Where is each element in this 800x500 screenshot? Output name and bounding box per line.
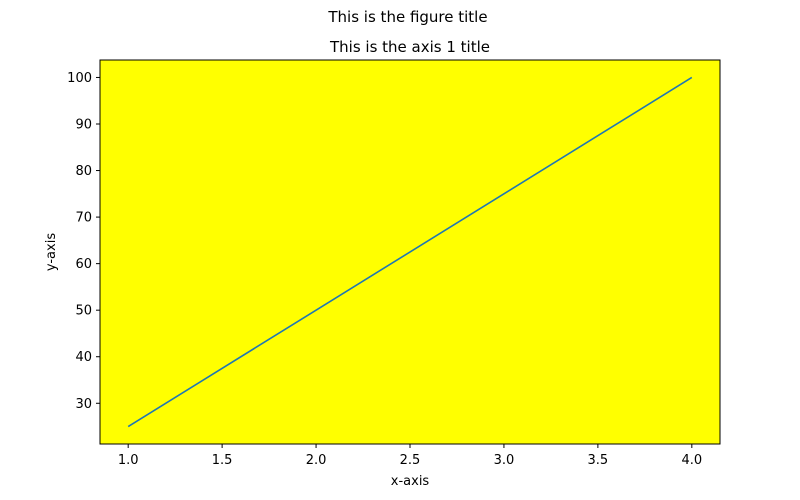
series-line — [127, 76, 693, 428]
y-axis-ticks: 30 40 50 60 70 80 90 100 — [67, 71, 100, 412]
x-tick-label: 3.0 — [494, 453, 515, 468]
x-tick-label: 2.0 — [306, 453, 327, 468]
y-tick-label: 70 — [75, 211, 92, 226]
series-layer — [127, 76, 693, 428]
x-tick-label: 2.5 — [400, 453, 421, 468]
y-tick-label: 100 — [67, 71, 92, 86]
figure-title: This is the figure title — [327, 8, 487, 26]
y-tick-label: 90 — [75, 118, 92, 133]
y-tick-label: 80 — [75, 164, 92, 179]
x-axis-label: x-axis — [391, 474, 430, 489]
y-tick-label: 40 — [75, 350, 92, 365]
x-tick-label: 3.5 — [588, 453, 609, 468]
x-tick-label: 1.0 — [118, 453, 139, 468]
axes-title: This is the axis 1 title — [329, 38, 490, 56]
plot-frame — [99, 59, 721, 445]
y-axis-label: y-axis — [44, 233, 59, 271]
x-axis-ticks: 1.0 1.5 2.0 2.5 3.0 3.5 4.0 — [118, 444, 702, 468]
x-tick-label: 1.5 — [212, 453, 233, 468]
y-tick-label: 30 — [75, 397, 92, 412]
x-tick-label: 4.0 — [681, 453, 702, 468]
y-tick-label: 50 — [75, 304, 92, 319]
y-tick-label: 60 — [75, 257, 92, 272]
